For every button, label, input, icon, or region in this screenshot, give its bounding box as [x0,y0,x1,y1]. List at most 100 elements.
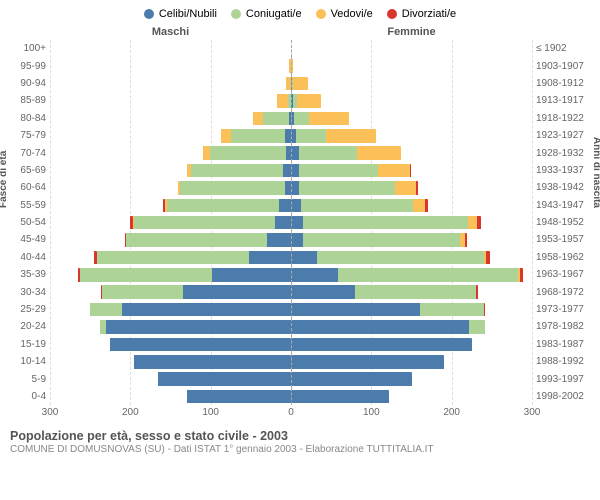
age-label: 45-49 [10,234,50,245]
bar-stack [291,77,532,91]
bar-segment [203,146,210,160]
bar-stack [291,303,532,317]
pyramid-row: 20-241978-1982 [10,318,590,335]
pyramid-row: 100+≤ 1902 [10,40,590,57]
age-label: 5-9 [10,374,50,385]
pyramid-row: 80-841918-1922 [10,110,590,127]
birth-year-label: 1933-1937 [532,165,590,176]
bars-area [50,231,532,248]
bar-stack [291,164,532,178]
birth-year-label: 1948-1952 [532,217,590,228]
center-line [291,179,292,196]
pyramid-row: 30-341968-1972 [10,283,590,300]
x-ticks-area: 3002001000100200300 [50,407,532,421]
bar-segment [420,303,484,317]
bars-area [50,144,532,161]
birth-year-label: 1923-1927 [532,130,590,141]
age-label: 60-64 [10,182,50,193]
female-half [291,370,532,387]
center-line [291,197,292,214]
bar-stack [291,320,532,334]
x-tick: 0 [288,407,294,418]
bar-segment [301,199,413,213]
male-half [50,249,291,266]
bar-segment [231,129,286,143]
bar-segment [291,355,444,369]
bar-stack [50,285,291,299]
bar-segment [326,129,376,143]
bar-segment [167,199,279,213]
bar-stack [50,338,291,352]
birth-year-label: 1953-1957 [532,234,590,245]
female-half [291,283,532,300]
bar-segment [486,251,490,265]
female-half [291,249,532,266]
pyramid-grid: Fasce di età Anni di nascita 100+≤ 19029… [10,40,590,405]
bar-segment [465,233,467,247]
age-label: 65-69 [10,165,50,176]
center-line [291,40,292,57]
bar-segment [126,233,267,247]
bar-segment [294,112,308,126]
bar-segment [291,146,299,160]
bar-segment [309,112,349,126]
bar-segment [338,268,519,282]
bar-stack [50,355,291,369]
bar-stack [291,94,532,108]
center-line [291,214,292,231]
bar-segment [134,355,291,369]
male-half [50,75,291,92]
bars-area [50,266,532,283]
bar-stack [50,129,291,143]
pyramid-row: 65-69 1933-1937 [10,162,590,179]
bar-segment [180,181,284,195]
bar-stack [291,42,532,56]
bar-segment [299,181,395,195]
bar-segment [460,233,465,247]
age-label: 70-74 [10,148,50,159]
bar-segment [102,285,182,299]
bar-stack [291,285,532,299]
bar-segment [97,251,250,265]
bar-segment [425,199,427,213]
bar-stack [291,112,532,126]
birth-year-label: 1913-1917 [532,95,590,106]
male-half [50,301,291,318]
bar-segment [275,216,291,230]
bars-area [50,40,532,57]
center-line [291,75,292,92]
bars-area [50,214,532,231]
age-label: 15-19 [10,339,50,350]
pyramid-row: 75-791923-1927 [10,127,590,144]
bar-segment [134,216,275,230]
female-half [291,75,532,92]
female-half [291,162,532,179]
female-half [291,179,532,196]
legend-swatch [316,9,326,19]
male-half [50,388,291,405]
female-half [291,92,532,109]
legend-swatch [231,9,241,19]
bar-segment [355,285,476,299]
bar-segment [468,216,478,230]
birth-year-label: 1973-1977 [532,304,590,315]
bars-area [50,127,532,144]
bar-segment [291,233,303,247]
bar-stack [50,372,291,386]
bars-area [50,162,532,179]
female-half [291,214,532,231]
bar-segment [291,216,303,230]
bar-segment [299,146,357,160]
rows-container: 100+≤ 190295-991903-190790-941908-191285… [10,40,590,405]
bar-segment [357,146,401,160]
bar-stack [291,268,532,282]
bar-segment [263,112,289,126]
bar-stack [50,199,291,213]
bar-stack [291,233,532,247]
birth-year-label: 1928-1932 [532,148,590,159]
center-line [291,266,292,283]
bar-segment [477,216,480,230]
population-pyramid-chart: Celibi/NubiliConiugati/eVedovi/eDivorzia… [0,0,600,500]
bar-segment [291,320,469,334]
male-half [50,110,291,127]
